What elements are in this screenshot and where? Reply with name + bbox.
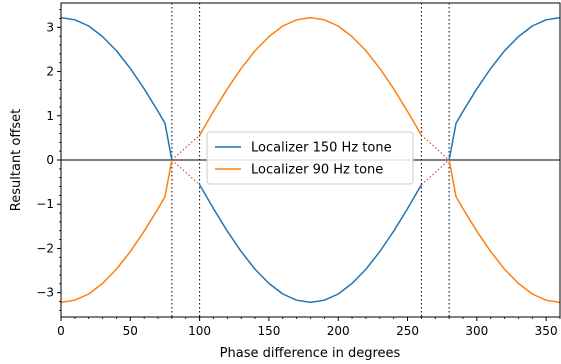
y-tick-label: −2 — [36, 241, 54, 255]
plot-area: 0 50 100 150 200 250 300 350 −3 −2 −1 0 1 2 3 Localizer… — [36, 2, 561, 338]
y-tick-label: −1 — [36, 197, 54, 211]
series-line-1 — [60, 16, 561, 304]
red-dotted-segment — [421, 134, 450, 161]
x-tick-label: 200 — [327, 324, 350, 338]
y-axis-label: Resultant offset — [9, 109, 24, 211]
series-line-2 — [60, 16, 561, 304]
legend: Localizer 150 Hz tone Localizer 90 Hz ton… — [206, 131, 414, 185]
legend-label-2: Localizer 90 Hz tone — [251, 163, 383, 178]
red-dotted-segment — [421, 159, 450, 186]
legend-label-1: Localizer 150 Hz tone — [251, 141, 392, 156]
y-tick-label: 2 — [46, 65, 54, 79]
red-dotted-segment — [171, 159, 200, 186]
y-tick-label: 0 — [46, 153, 54, 167]
y-tick-label: −3 — [36, 286, 54, 300]
x-tick-label: 100 — [188, 324, 211, 338]
x-axis-label: Phase difference in degrees — [220, 346, 401, 361]
x-tick-label: 50 — [123, 324, 138, 338]
y-tick-label: 3 — [46, 20, 54, 34]
x-tick-label: 350 — [535, 324, 558, 338]
x-tick-label: 300 — [465, 324, 488, 338]
x-tick-label: 0 — [57, 324, 65, 338]
x-tick-label: 250 — [396, 324, 419, 338]
legend-box — [206, 131, 414, 185]
red-dotted-segment — [171, 134, 200, 161]
y-tick-label: 1 — [46, 109, 54, 123]
x-tick-label: 150 — [257, 324, 280, 338]
